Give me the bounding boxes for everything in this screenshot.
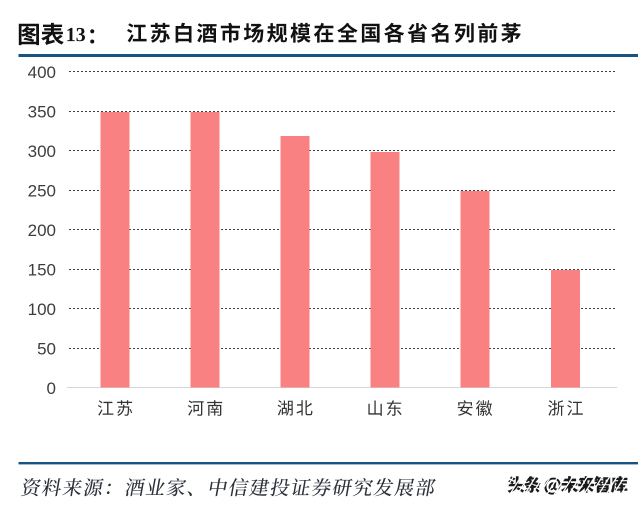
svg-text:0: 0 bbox=[47, 379, 56, 398]
svg-text:250: 250 bbox=[28, 182, 56, 201]
svg-text:350: 350 bbox=[28, 103, 56, 122]
svg-text:300: 300 bbox=[28, 142, 56, 161]
svg-text:150: 150 bbox=[28, 261, 56, 280]
svg-text:50: 50 bbox=[37, 340, 56, 359]
svg-text:100: 100 bbox=[28, 300, 56, 319]
svg-text:200: 200 bbox=[28, 221, 56, 240]
svg-text:400: 400 bbox=[28, 63, 56, 82]
